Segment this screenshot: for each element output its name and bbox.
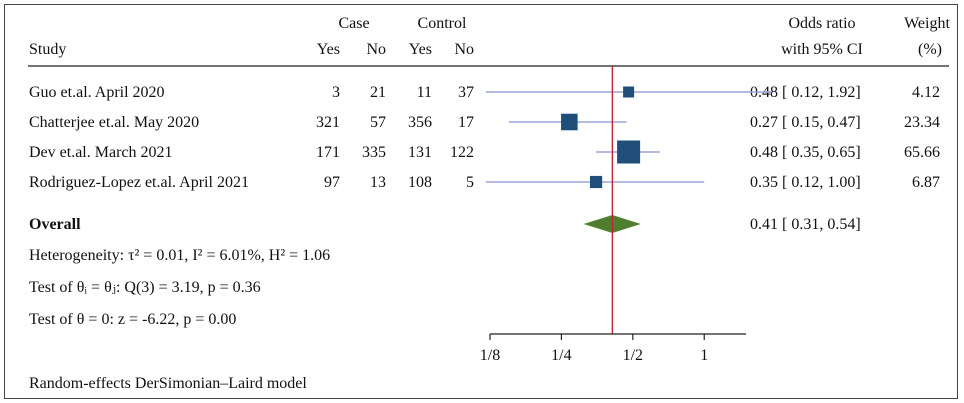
study-name: Dev et.al. March 2021 — [29, 144, 173, 161]
header-study: Study — [29, 41, 66, 58]
case-yes-value: 321 — [316, 114, 340, 131]
study-square — [561, 113, 578, 131]
study-row: Rodriguez-Lopez et.al. April 2021 97 13 … — [29, 174, 940, 191]
case-no-value: 335 — [362, 144, 386, 161]
x-axis-tick-label: 1/8 — [480, 347, 500, 364]
control-yes-value: 131 — [408, 144, 432, 161]
case-no-value: 57 — [370, 114, 386, 131]
case-no-value: 21 — [370, 84, 386, 101]
study-row: Chatterjee et.al. May 2020 321 57 356 17… — [29, 114, 940, 131]
x-axis-tick-label: 1 — [700, 347, 708, 364]
forest-marks: 1/8 1/4 1/2 1 — [480, 66, 772, 364]
overall-label: Overall — [29, 216, 81, 233]
header-control-no: No — [454, 41, 474, 58]
heterogeneity-stat: Heterogeneity: τ² = 0.01, I² = 6.01%, H²… — [29, 247, 330, 264]
header-or-line1: Odds ratio — [788, 15, 855, 32]
case-no-value: 13 — [370, 174, 386, 191]
control-no-value: 5 — [466, 174, 474, 191]
study-name: Guo et.al. April 2020 — [29, 84, 165, 101]
control-yes-value: 11 — [417, 84, 432, 101]
study-name: Rodriguez-Lopez et.al. April 2021 — [29, 174, 249, 191]
header-control-yes: Yes — [409, 41, 432, 58]
x-axis-tick-label: 1/2 — [623, 347, 643, 364]
odds-ratio-ci: 0.48 [ 0.12, 1.92] — [750, 84, 861, 101]
control-no-value: 17 — [458, 114, 474, 131]
study-square — [623, 86, 635, 98]
header-case-no: No — [366, 41, 386, 58]
header-case-yes: Yes — [317, 41, 340, 58]
case-yes-value: 97 — [324, 174, 340, 191]
odds-ratio-ci: 0.48 [ 0.35, 0.65] — [750, 144, 861, 161]
weight-value: 6.87 — [912, 174, 940, 191]
control-no-value: 122 — [450, 144, 474, 161]
header-weight-line1: Weight — [904, 15, 950, 32]
case-yes-value: 171 — [316, 144, 340, 161]
x-axis-tick-label: 1/4 — [551, 347, 571, 364]
header-control: Control — [418, 15, 467, 32]
weight-value: 23.34 — [904, 114, 940, 131]
control-yes-value: 108 — [408, 174, 432, 191]
study-name: Chatterjee et.al. May 2020 — [29, 114, 199, 131]
test-theta-zero-stat: Test of θ = 0: z = -6.22, p = 0.00 — [29, 311, 236, 328]
figure-frame — [4, 4, 958, 399]
control-yes-value: 356 — [408, 114, 432, 131]
header-or-line2: with 95% CI — [781, 41, 863, 58]
weight-value: 65.66 — [904, 144, 940, 161]
study-row: Dev et.al. March 2021 171 335 131 122 0.… — [29, 144, 940, 161]
study-square — [617, 140, 641, 164]
model-footnote: Random-effects DerSimonian–Laird model — [29, 375, 307, 392]
study-square — [589, 175, 603, 189]
overall-odds-ratio-ci: 0.41 [ 0.31, 0.54] — [750, 216, 861, 233]
odds-ratio-ci: 0.35 [ 0.12, 1.00] — [750, 174, 861, 191]
header-case: Case — [338, 15, 369, 32]
case-yes-value: 3 — [332, 84, 340, 101]
weight-value: 4.12 — [912, 84, 940, 101]
study-row: Guo et.al. April 2020 3 21 11 37 0.48 [ … — [29, 84, 940, 101]
header-weight-line2: (%) — [918, 41, 942, 58]
odds-ratio-ci: 0.27 [ 0.15, 0.47] — [750, 114, 861, 131]
test-theta-i-stat: Test of θᵢ = θⱼ: Q(3) = 3.19, p = 0.36 — [29, 279, 261, 296]
control-no-value: 37 — [458, 84, 474, 101]
